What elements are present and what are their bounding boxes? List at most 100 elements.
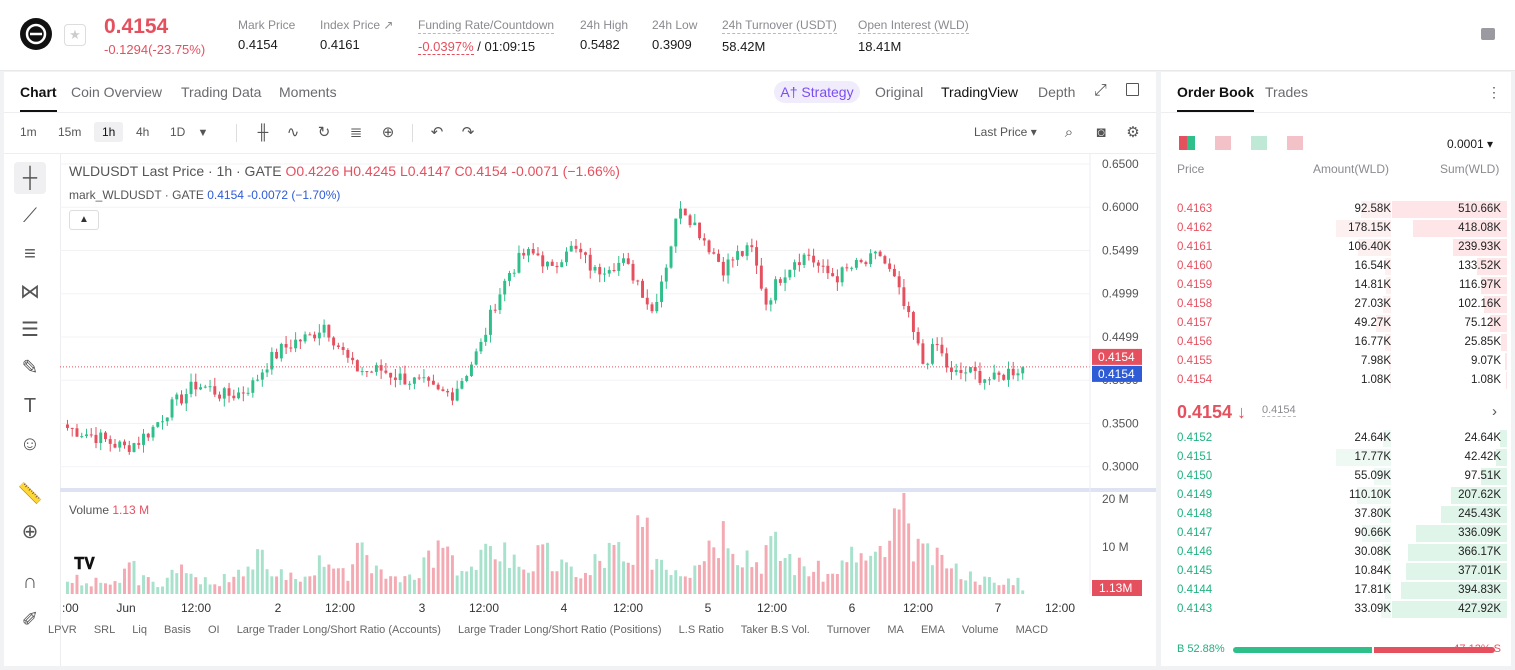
edit-icon[interactable]: ✐ — [21, 609, 39, 631]
indicator-basis[interactable]: Basis — [164, 624, 191, 636]
camera-icon[interactable]: ◙ — [1096, 124, 1106, 141]
ask-row[interactable]: 0.4155 7.98K 9.07K — [1161, 352, 1511, 371]
bid-row[interactable]: 0.4145 10.84K 377.01K — [1161, 562, 1511, 581]
ask-row[interactable]: 0.4163 92.58K 510.66K — [1161, 200, 1511, 219]
indicator-ma[interactable]: MA — [887, 624, 904, 636]
window-icon[interactable] — [1126, 83, 1139, 99]
bid-row[interactable]: 0.4151 17.77K 42.42K — [1161, 448, 1511, 467]
ask-row[interactable]: 0.4160 16.54K 133.52K — [1161, 257, 1511, 276]
indicator-lpvr[interactable]: LPVR — [48, 624, 77, 636]
indicator-oi[interactable]: OI — [208, 624, 220, 636]
volume-bar — [607, 542, 611, 594]
template-icon[interactable]: ≣ — [349, 124, 363, 141]
tab-order-book[interactable]: Order Book — [1177, 84, 1255, 112]
tab-coin-overview[interactable]: Coin Overview — [71, 84, 163, 100]
indicator-turnover[interactable]: Turnover — [826, 624, 871, 636]
book-icon[interactable] — [1481, 28, 1495, 40]
brush-icon[interactable]: ✎ — [21, 357, 39, 379]
indicator-volume[interactable]: Volume — [961, 624, 999, 636]
x-tick-label: 3 — [419, 601, 426, 614]
tab-trading-data[interactable]: Trading Data — [181, 84, 262, 100]
view-mixed-icon[interactable] — [1287, 136, 1303, 150]
indicator-srl[interactable]: SRL — [93, 624, 116, 636]
timeframe-1m[interactable]: 1m — [20, 125, 37, 139]
zoom-in-icon[interactable]: ⊕ — [21, 521, 39, 543]
volume-bar — [888, 540, 892, 594]
replay-icon[interactable]: ↻ — [317, 124, 331, 141]
stat-index-price[interactable]: Index Price ↗ 0.4161 — [320, 18, 393, 52]
ask-row[interactable]: 0.4156 16.77K 25.85K — [1161, 333, 1511, 352]
tab-chart[interactable]: Chart — [20, 84, 57, 112]
view-both-icon[interactable] — [1179, 136, 1195, 150]
view-bids-icon[interactable] — [1251, 136, 1267, 150]
indicator-liq[interactable]: Liq — [132, 624, 147, 636]
ask-row[interactable]: 0.4157 49.27K 75.12K — [1161, 314, 1511, 333]
collapse-legend-button[interactable]: ▲ — [69, 210, 99, 230]
gear-icon[interactable]: ⚙ — [1126, 124, 1140, 141]
magnet-icon[interactable]: ∩ — [22, 571, 38, 593]
price-type-select[interactable]: Last Price ▾ — [974, 125, 1037, 139]
candle-type-icon[interactable]: ╫ — [257, 124, 269, 141]
tab-trades[interactable]: Trades — [1265, 84, 1309, 100]
bid-row[interactable]: 0.4152 24.64K 24.64K — [1161, 429, 1511, 448]
bid-row[interactable]: 0.4148 37.80K 245.43K — [1161, 505, 1511, 524]
more-icon[interactable]: ⋮ — [1487, 84, 1501, 100]
timeframe-4h[interactable]: 4h — [136, 125, 150, 139]
price-chart[interactable]: 0.65000.60000.54990.49990.44990.39990.35… — [60, 154, 1156, 614]
redo-icon[interactable]: ↷ — [461, 124, 475, 141]
bid-row[interactable]: 0.4146 30.08K 366.17K — [1161, 543, 1511, 562]
candle-body — [655, 301, 659, 312]
row-sum: 427.92K — [1458, 603, 1501, 615]
search-icon[interactable]: ⌕ — [1064, 124, 1074, 141]
precision-select[interactable]: 0.0001 ▾ — [1447, 137, 1494, 151]
indicator-lt-positions[interactable]: Large Trader Long/Short Ratio (Positions… — [457, 624, 662, 636]
mode-tradingview[interactable]: TradingView — [941, 84, 1019, 100]
indicator-lt-accounts[interactable]: Large Trader Long/Short Ratio (Accounts) — [236, 624, 441, 636]
trendline-icon[interactable]: ⟋ — [23, 205, 37, 227]
timeframe-15m[interactable]: 15m — [58, 125, 82, 139]
bid-row[interactable]: 0.4144 17.81K 394.83K — [1161, 581, 1511, 600]
channel-icon[interactable]: ≡ — [24, 243, 36, 265]
pattern-icon[interactable]: ⋈ — [20, 281, 40, 303]
crosshair-icon[interactable]: ┼ — [14, 162, 46, 194]
bid-row[interactable]: 0.4147 90.66K 336.09K — [1161, 524, 1511, 543]
text-icon[interactable]: T — [23, 395, 37, 417]
ruler-icon[interactable]: 📏 — [17, 483, 43, 505]
x-tick-label: 12:00 — [1045, 601, 1075, 614]
ask-row[interactable]: 0.4159 14.81K 116.97K — [1161, 276, 1511, 295]
indicator-taker-vol[interactable]: Taker B.S Vol. — [740, 624, 810, 636]
volume-bar — [75, 574, 79, 594]
tab-moments[interactable]: Moments — [279, 84, 337, 100]
bid-row[interactable]: 0.4143 33.09K 427.92K — [1161, 600, 1511, 619]
view-asks-icon[interactable] — [1215, 136, 1231, 150]
strategy-button[interactable]: A† Strategy — [774, 81, 860, 103]
bid-row[interactable]: 0.4150 55.09K 97.51K — [1161, 467, 1511, 486]
indicator-ema[interactable]: EMA — [920, 624, 945, 636]
ask-row[interactable]: 0.4154 1.08K 1.08K — [1161, 371, 1511, 390]
emoji-icon[interactable]: ☺ — [19, 433, 41, 455]
indicator-ls-ratio[interactable]: L.S Ratio — [678, 624, 724, 636]
ask-row[interactable]: 0.4158 27.03K 102.16K — [1161, 295, 1511, 314]
row-amount: 7.98K — [1360, 355, 1391, 367]
stat-24h-low: 24h Low 0.3909 — [652, 18, 697, 52]
candle-body — [275, 351, 279, 359]
stat-label: Index Price ↗ — [320, 18, 394, 32]
expand-icon[interactable]: ⤢ — [1094, 82, 1107, 99]
add-alert-icon[interactable]: ⊕ — [381, 124, 395, 141]
mode-depth[interactable]: Depth — [1038, 84, 1076, 100]
mode-original[interactable]: Original — [875, 84, 924, 100]
ask-row[interactable]: 0.4161 106.40K 239.93K — [1161, 238, 1511, 257]
candle-body — [351, 357, 355, 361]
chevron-down-icon[interactable]: ▼ — [197, 127, 209, 139]
timeframe-1d[interactable]: 1D — [170, 125, 186, 139]
chevron-right-icon[interactable]: › — [1492, 403, 1497, 420]
indicators-icon[interactable]: ∿ — [286, 124, 300, 141]
bid-row[interactable]: 0.4149 110.10K 207.62K — [1161, 486, 1511, 505]
fib-icon[interactable]: ☰ — [21, 319, 39, 341]
ask-row[interactable]: 0.4162 178.15K 418.08K — [1161, 219, 1511, 238]
indicator-macd[interactable]: MACD — [1015, 624, 1049, 636]
timeframe-1h[interactable]: 1h — [94, 122, 124, 142]
favorite-star-icon[interactable]: ★ — [64, 24, 86, 46]
undo-icon[interactable]: ↶ — [430, 124, 444, 141]
candle-body — [431, 380, 435, 385]
